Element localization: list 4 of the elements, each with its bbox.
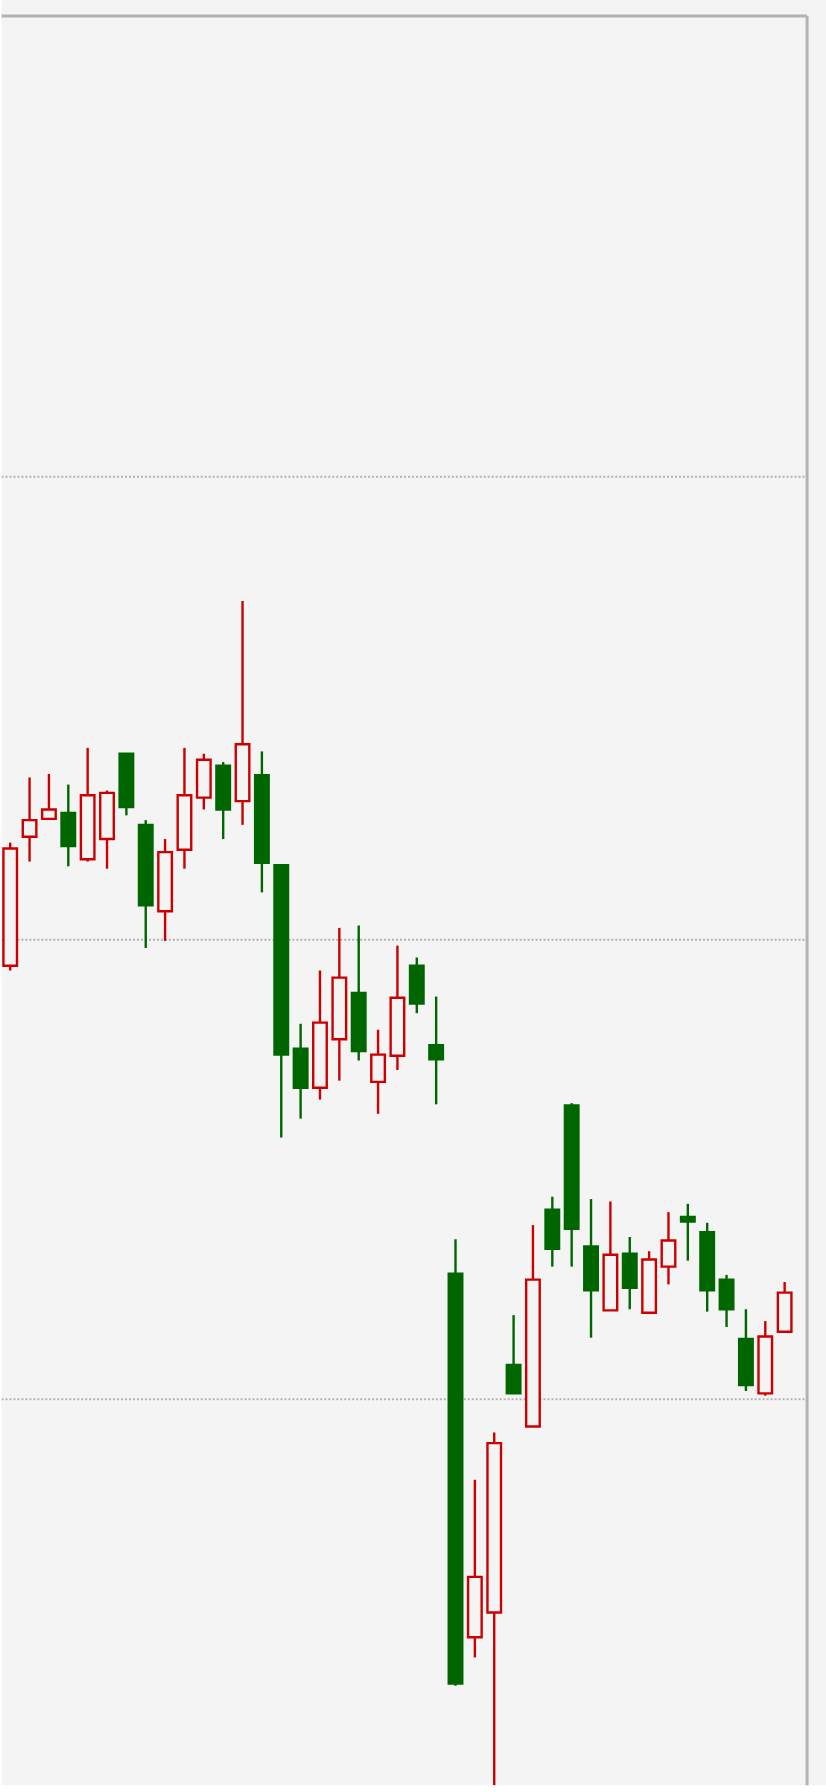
candlestick: [427, 995, 444, 1106]
candlestick: [40, 772, 57, 821]
candlestick: [21, 776, 38, 863]
candlestick: [679, 1202, 696, 1262]
